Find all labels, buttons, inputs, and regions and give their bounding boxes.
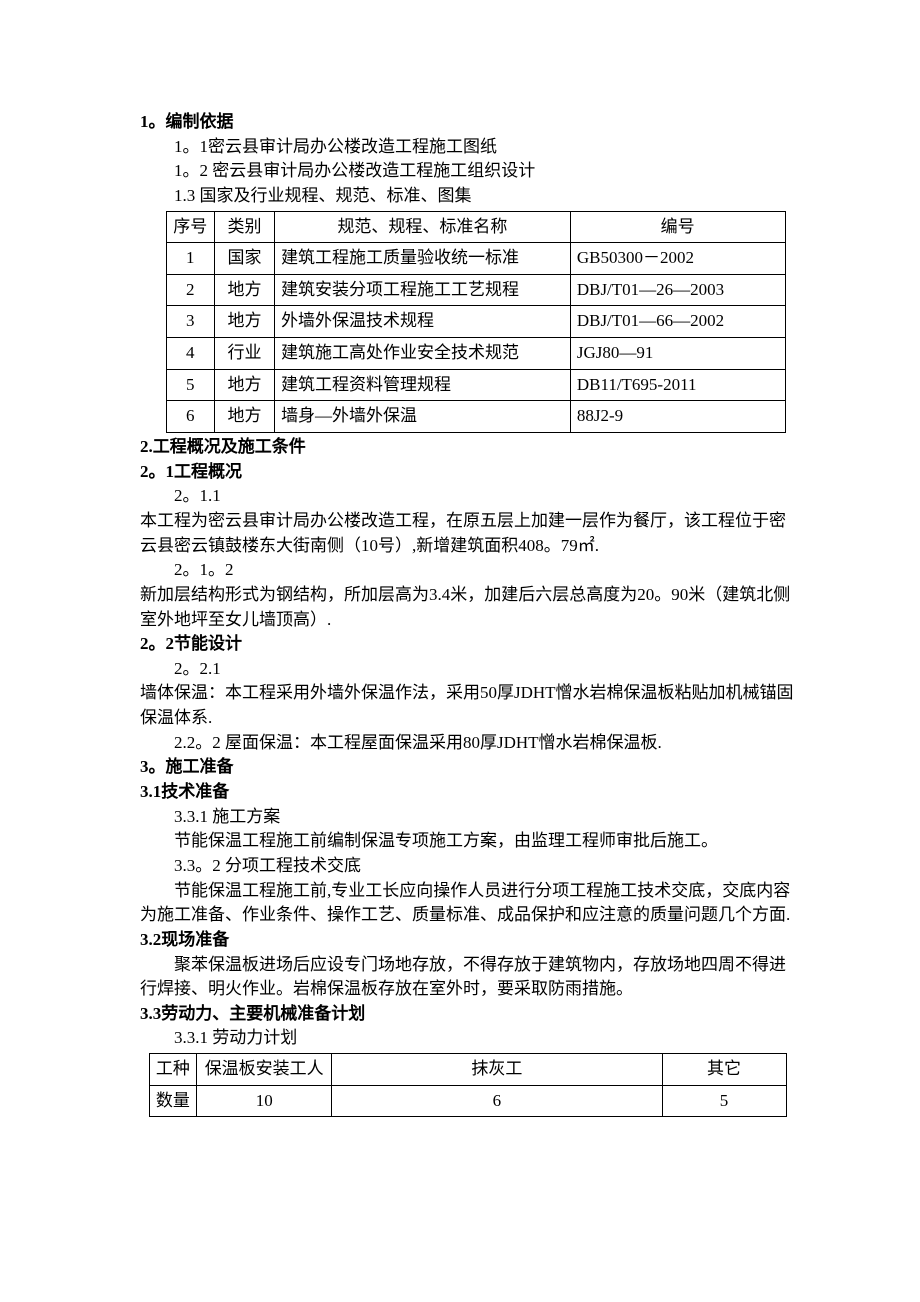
cell-category: 行业 <box>214 338 274 370</box>
cell-code: DBJ/T01—26—2003 <box>570 274 785 306</box>
table-header-row: 序号 类别 规范、规程、标准名称 编号 <box>166 211 785 243</box>
para-2-2-1-num: 2。2.1 <box>140 657 800 682</box>
heading-2-1: 2。1工程概况 <box>140 460 800 485</box>
table-row: 5 地方 建筑工程资料管理规程 DB11/T695-2011 <box>166 369 785 401</box>
cell-category: 地方 <box>214 274 274 306</box>
heading-2: 2.工程概况及施工条件 <box>140 435 800 460</box>
labor-table: 工种 保温板安装工人 抹灰工 其它 数量 10 6 5 <box>149 1053 787 1117</box>
cell-seq: 6 <box>166 401 214 433</box>
para-3-2: 聚苯保温板进场后应设专门场地存放，不得存放于建筑物内，存放场地四周不得进行焊接、… <box>140 953 800 1002</box>
cell-name: 墙身—外墙外保温 <box>275 401 571 433</box>
para-3-3-1-labor: 3.3.1 劳动力计划 <box>140 1026 800 1051</box>
table-row: 数量 10 6 5 <box>149 1085 786 1117</box>
para-2-1-1-num: 2。1.1 <box>140 484 800 509</box>
cell-seq: 1 <box>166 243 214 275</box>
para-3-3-2: 3.3。2 分项工程技术交底 <box>140 854 800 879</box>
table-header-row: 工种 保温板安装工人 抹灰工 其它 <box>149 1054 786 1086</box>
cell-value: 6 <box>332 1085 662 1117</box>
col-name: 规范、规程、标准名称 <box>275 211 571 243</box>
cell-name: 建筑施工高处作业安全技术规范 <box>275 338 571 370</box>
col-code: 编号 <box>570 211 785 243</box>
para-1-3: 1.3 国家及行业规程、规范、标准、图集 <box>140 184 800 209</box>
col-worktype: 工种 <box>149 1054 197 1086</box>
cell-name: 建筑工程施工质量验收统一标准 <box>275 243 571 275</box>
heading-1: 1。编制依据 <box>140 110 800 135</box>
cell-seq: 4 <box>166 338 214 370</box>
para-2-2-2: 2.2。2 屋面保温：本工程屋面保温采用80厚JDHT憎水岩棉保温板. <box>140 731 800 756</box>
cell-code: 88J2-9 <box>570 401 785 433</box>
col-insulation-worker: 保温板安装工人 <box>197 1054 332 1086</box>
cell-name: 建筑工程资料管理规程 <box>275 369 571 401</box>
heading-3-2: 3.2现场准备 <box>140 928 800 953</box>
standards-table: 序号 类别 规范、规程、标准名称 编号 1 国家 建筑工程施工质量验收统一标准 … <box>166 211 786 433</box>
para-3-3-1-body: 节能保温工程施工前编制保温专项施工方案，由监理工程师审批后施工。 <box>140 829 800 854</box>
para-3-3-1: 3.3.1 施工方案 <box>140 805 800 830</box>
heading-3-3: 3.3劳动力、主要机械准备计划 <box>140 1002 800 1027</box>
cell-value: 10 <box>197 1085 332 1117</box>
cell-code: DB11/T695-2011 <box>570 369 785 401</box>
para-2-1-2-body: 新加层结构形式为钢结构，所加层高为3.4米，加建后六层总高度为20。90米（建筑… <box>140 583 800 632</box>
table-row: 1 国家 建筑工程施工质量验收统一标准 GB50300－2002 <box>166 243 785 275</box>
para-1-2: 1。2 密云县审计局办公楼改造工程施工组织设计 <box>140 159 800 184</box>
cell-category: 地方 <box>214 369 274 401</box>
cell-value: 5 <box>662 1085 786 1117</box>
cell-code: DBJ/T01—66—2002 <box>570 306 785 338</box>
cell-name: 外墙外保温技术规程 <box>275 306 571 338</box>
table-row: 6 地方 墙身—外墙外保温 88J2-9 <box>166 401 785 433</box>
heading-3-1: 3.1技术准备 <box>140 780 800 805</box>
para-1-1: 1。1密云县审计局办公楼改造工程施工图纸 <box>140 135 800 160</box>
para-2-1-2-num: 2。1。2 <box>140 558 800 583</box>
col-other: 其它 <box>662 1054 786 1086</box>
heading-2-2: 2。2节能设计 <box>140 632 800 657</box>
cell-code: JGJ80—91 <box>570 338 785 370</box>
para-2-2-1-body: 墙体保温：本工程采用外墙外保温作法，采用50厚JDHT憎水岩棉保温板粘贴加机械锚… <box>140 681 800 730</box>
heading-3: 3。施工准备 <box>140 755 800 780</box>
cell-label: 数量 <box>149 1085 197 1117</box>
para-2-1-1-body: 本工程为密云县审计局办公楼改造工程，在原五层上加建一层作为餐厅，该工程位于密云县… <box>140 509 800 558</box>
col-category: 类别 <box>214 211 274 243</box>
cell-category: 国家 <box>214 243 274 275</box>
table-row: 2 地方 建筑安装分项工程施工工艺规程 DBJ/T01—26—2003 <box>166 274 785 306</box>
table-row: 4 行业 建筑施工高处作业安全技术规范 JGJ80—91 <box>166 338 785 370</box>
col-seq: 序号 <box>166 211 214 243</box>
col-plasterer: 抹灰工 <box>332 1054 662 1086</box>
cell-seq: 5 <box>166 369 214 401</box>
cell-category: 地方 <box>214 401 274 433</box>
cell-seq: 3 <box>166 306 214 338</box>
table-row: 3 地方 外墙外保温技术规程 DBJ/T01—66—2002 <box>166 306 785 338</box>
cell-seq: 2 <box>166 274 214 306</box>
cell-code: GB50300－2002 <box>570 243 785 275</box>
cell-category: 地方 <box>214 306 274 338</box>
para-3-3-2-body: 节能保温工程施工前,专业工长应向操作人员进行分项工程施工技术交底，交底内容为施工… <box>140 879 800 928</box>
cell-name: 建筑安装分项工程施工工艺规程 <box>275 274 571 306</box>
